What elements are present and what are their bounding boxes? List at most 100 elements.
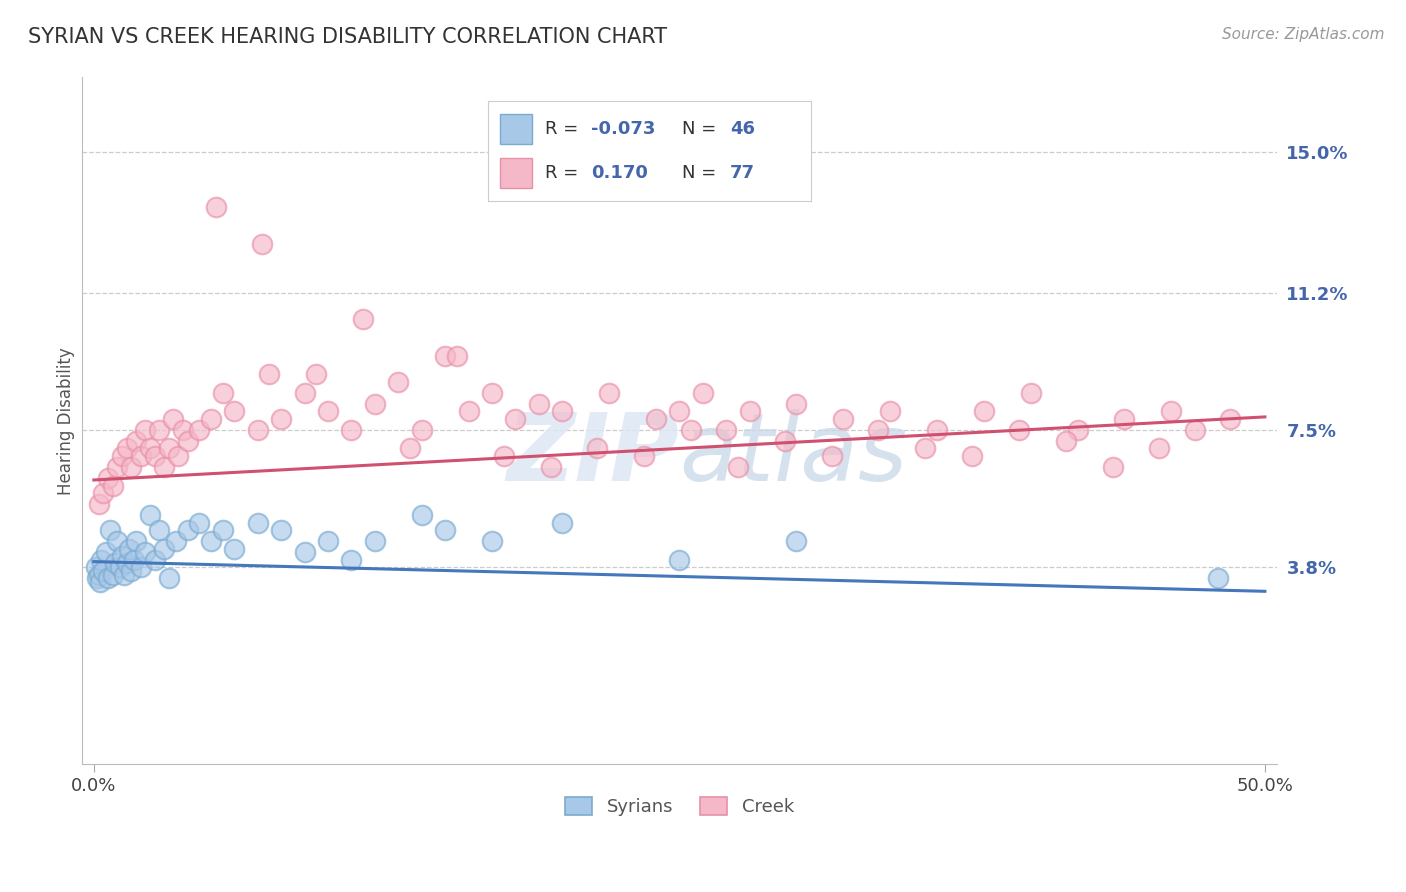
Point xyxy=(925,423,948,437)
Text: ZIP: ZIP xyxy=(506,409,679,501)
Point xyxy=(785,397,807,411)
Point xyxy=(111,449,134,463)
Point xyxy=(411,423,433,437)
Point xyxy=(973,404,995,418)
Point xyxy=(645,411,668,425)
Point xyxy=(505,411,527,425)
Point xyxy=(259,368,281,382)
Point xyxy=(104,557,127,571)
Point xyxy=(108,560,131,574)
Point xyxy=(139,508,162,523)
Point xyxy=(411,508,433,523)
Point xyxy=(134,545,156,559)
Point xyxy=(143,553,166,567)
Point xyxy=(294,385,316,400)
Point xyxy=(633,449,655,463)
Point xyxy=(118,541,141,556)
Point xyxy=(434,349,457,363)
Point xyxy=(1019,385,1042,400)
Point xyxy=(91,486,114,500)
Point xyxy=(960,449,983,463)
Point xyxy=(101,478,124,492)
Point xyxy=(200,411,222,425)
Point xyxy=(176,434,198,448)
Point xyxy=(364,397,387,411)
Point xyxy=(87,497,110,511)
Point xyxy=(94,545,117,559)
Point xyxy=(1054,434,1077,448)
Point xyxy=(785,534,807,549)
Point xyxy=(97,471,120,485)
Point xyxy=(1206,571,1229,585)
Point xyxy=(148,423,170,437)
Point xyxy=(457,404,479,418)
Point xyxy=(224,541,246,556)
Point xyxy=(399,442,422,456)
Point xyxy=(90,553,112,567)
Point xyxy=(1114,411,1136,425)
Point xyxy=(1101,460,1123,475)
Point xyxy=(914,442,936,456)
Point xyxy=(832,411,855,425)
Point xyxy=(176,523,198,537)
Point xyxy=(165,534,187,549)
Point xyxy=(551,404,574,418)
Point xyxy=(89,574,111,589)
Point xyxy=(738,404,761,418)
Point xyxy=(270,411,292,425)
Point xyxy=(139,442,162,456)
Point xyxy=(481,534,503,549)
Point xyxy=(586,442,609,456)
Point xyxy=(105,460,128,475)
Point xyxy=(153,460,176,475)
Point xyxy=(111,549,134,563)
Point xyxy=(773,434,796,448)
Point xyxy=(668,553,690,567)
Point xyxy=(157,442,180,456)
Point xyxy=(1184,423,1206,437)
Point xyxy=(481,385,503,400)
Point xyxy=(211,523,233,537)
Point xyxy=(387,375,409,389)
Point xyxy=(120,460,142,475)
Point xyxy=(252,237,274,252)
Point xyxy=(167,449,190,463)
Point xyxy=(120,564,142,578)
Point xyxy=(211,385,233,400)
Point xyxy=(87,567,110,582)
Point xyxy=(188,516,211,530)
Point xyxy=(868,423,890,437)
Point xyxy=(84,560,107,574)
Point xyxy=(681,423,703,437)
Point xyxy=(134,423,156,437)
Point xyxy=(98,523,121,537)
Point xyxy=(86,571,108,585)
Point xyxy=(97,571,120,585)
Point xyxy=(129,449,152,463)
Point xyxy=(153,541,176,556)
Point xyxy=(1066,423,1088,437)
Point xyxy=(162,411,184,425)
Point xyxy=(692,385,714,400)
Point xyxy=(340,423,363,437)
Point xyxy=(115,557,138,571)
Point xyxy=(129,560,152,574)
Point xyxy=(727,460,749,475)
Point xyxy=(246,423,269,437)
Point xyxy=(172,423,194,437)
Point xyxy=(716,423,738,437)
Point xyxy=(112,567,135,582)
Point xyxy=(1008,423,1031,437)
Point xyxy=(316,534,339,549)
Legend: Syrians, Creek: Syrians, Creek xyxy=(558,789,801,823)
Point xyxy=(527,397,550,411)
Point xyxy=(188,423,211,437)
Point xyxy=(340,553,363,567)
Point xyxy=(91,564,114,578)
Point xyxy=(1160,404,1182,418)
Text: SYRIAN VS CREEK HEARING DISABILITY CORRELATION CHART: SYRIAN VS CREEK HEARING DISABILITY CORRE… xyxy=(28,27,668,46)
Point xyxy=(551,516,574,530)
Point xyxy=(101,567,124,582)
Point xyxy=(668,404,690,418)
Point xyxy=(540,460,562,475)
